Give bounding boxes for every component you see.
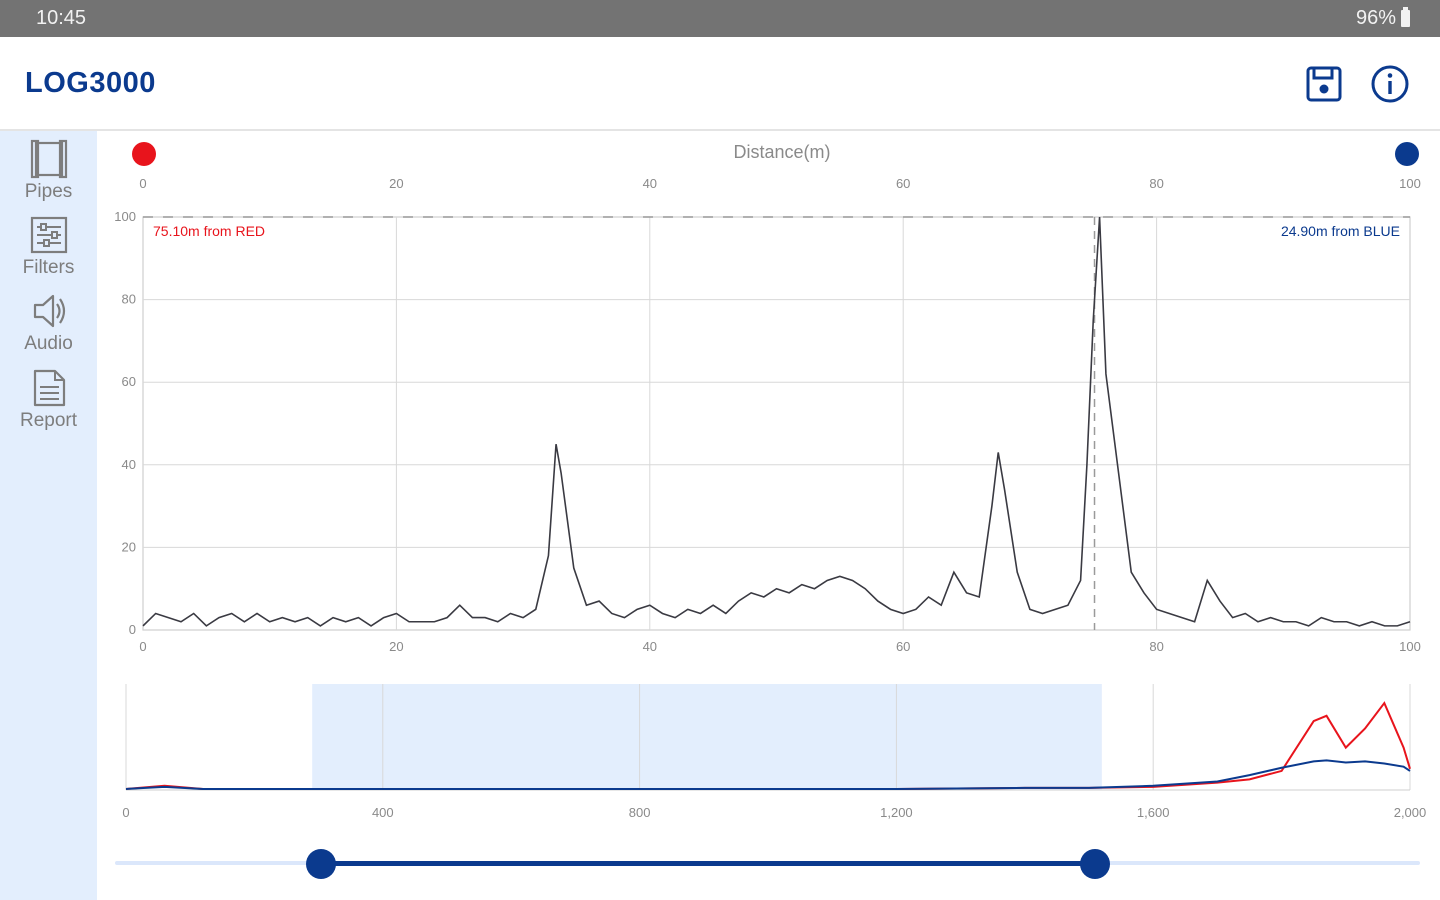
sidebar-item-label: Audio: [24, 333, 73, 354]
x-tick-label-top: 0: [139, 176, 146, 191]
status-time: 10:45: [36, 7, 87, 29]
filters-icon: [30, 216, 67, 254]
sidebar-item-label: Filters: [22, 257, 75, 278]
y-tick-label: 80: [122, 292, 136, 307]
x-tick-label-bottom: 60: [896, 639, 910, 654]
sidebar-item-label: Pipes: [24, 181, 73, 202]
info-icon: [1371, 65, 1409, 103]
battery-icon: [1401, 7, 1410, 27]
info-button[interactable]: [1370, 64, 1410, 104]
selection-window[interactable]: [312, 684, 1102, 790]
x-tick-label-bottom: 80: [1149, 639, 1163, 654]
sidebar-item-audio[interactable]: Audio: [0, 287, 97, 357]
x-tick-label-bottom: 0: [139, 639, 146, 654]
y-tick-label: 20: [122, 539, 136, 554]
x-tick-label-bottom: 100: [1399, 639, 1421, 654]
app-title: LOG3000: [25, 67, 156, 99]
y-tick-label: 40: [122, 457, 136, 472]
audio-icon: [33, 294, 65, 328]
overview-x-tick-label: 800: [629, 805, 651, 820]
overview-x-tick-label: 400: [372, 805, 394, 820]
y-tick-label: 0: [129, 622, 136, 637]
x-tick-label-top: 100: [1399, 176, 1421, 191]
x-tick-label-top: 60: [896, 176, 910, 191]
y-tick-label: 100: [114, 209, 136, 224]
blue-sensor-marker[interactable]: [1395, 142, 1419, 166]
red-sensor-marker[interactable]: [132, 142, 156, 166]
distance-from-red: 75.10m from RED: [153, 223, 265, 239]
save-button[interactable]: [1304, 64, 1344, 104]
sidebar-item-report[interactable]: Report: [0, 364, 97, 434]
app-bar: LOG3000: [0, 37, 1440, 131]
x-tick-label-bottom: 40: [643, 639, 657, 654]
range-slider[interactable]: [115, 840, 1425, 890]
x-tick-label-top: 20: [389, 176, 403, 191]
status-right: 96%: [1356, 7, 1410, 30]
x-tick-label-top: 40: [643, 176, 657, 191]
overview-x-tick-label: 2,000: [1394, 805, 1427, 820]
overview-series-blue: [125, 759, 1411, 790]
overview-x-tick-label: 1,600: [1137, 805, 1170, 820]
overview-chart[interactable]: 0 400 800 1,200 1,600 2,000: [100, 670, 1430, 830]
sidebar-item-label: Report: [19, 410, 78, 431]
x-tick-label-bottom: 20: [389, 639, 403, 654]
sidebar-item-filters[interactable]: Filters: [0, 211, 97, 281]
slider-selected-range: [321, 861, 1096, 866]
correlation-chart[interactable]: Distance(m) 0 20 40 60 80 100 0 20 40 60 80 100 0 2…: [100, 131, 1430, 661]
pipes-icon: [30, 139, 67, 179]
status-bar: 10:45 96%: [0, 0, 1440, 37]
overview-x-tick-label: 1,200: [880, 805, 913, 820]
slider-thumb-high[interactable]: [1080, 849, 1111, 879]
chart-title: Distance(m): [733, 142, 830, 162]
x-tick-label-top: 80: [1149, 176, 1163, 191]
correlation-trace: [142, 216, 1411, 627]
distance-from-blue: 24.90m from BLUE: [1281, 223, 1400, 239]
y-tick-label: 60: [122, 374, 136, 389]
report-icon: [33, 369, 65, 407]
battery-level: 96%: [1355, 7, 1396, 29]
save-icon: [1306, 66, 1342, 102]
overview-x-tick-label: 0: [122, 805, 129, 820]
plot-frame: [142, 216, 1411, 631]
sidebar: Pipes Filters Audio Report: [0, 131, 97, 900]
slider-thumb-low[interactable]: [306, 849, 337, 879]
sidebar-item-pipes[interactable]: Pipes: [0, 135, 97, 205]
